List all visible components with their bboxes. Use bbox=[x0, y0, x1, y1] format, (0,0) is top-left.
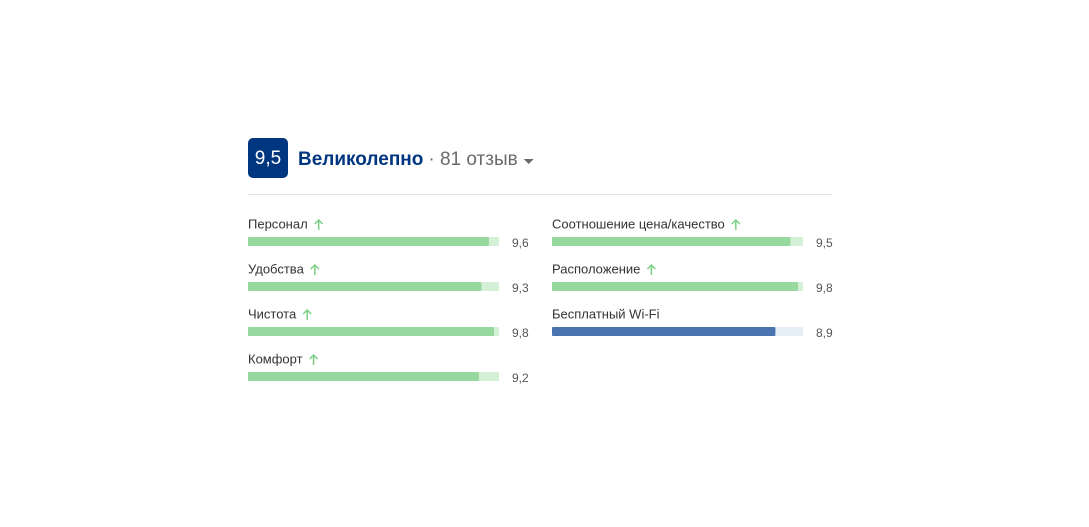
score-value: 8,9 bbox=[816, 326, 833, 340]
dropdown-caret[interactable] bbox=[523, 159, 534, 164]
score-bar bbox=[552, 237, 791, 246]
score-bar bbox=[248, 327, 494, 336]
score-bar bbox=[248, 237, 489, 246]
trend-arrow bbox=[314, 218, 324, 230]
score-bar bbox=[248, 282, 482, 291]
category-label: Соотношение цена/качество bbox=[552, 216, 725, 231]
category-label: Расположение bbox=[552, 261, 640, 276]
rating[interactable]: Великолепно bbox=[298, 149, 423, 170]
score-bar bbox=[552, 327, 776, 336]
score-badge bbox=[248, 138, 288, 178]
category-label: Бесплатный Wi-Fi bbox=[552, 306, 660, 321]
category-label: Комфорт bbox=[248, 351, 303, 366]
category-label: Персонал bbox=[248, 216, 308, 231]
score-value: 9,6 bbox=[512, 236, 529, 250]
trend-arrow bbox=[302, 308, 312, 320]
score-value: 9,8 bbox=[816, 281, 833, 295]
trend-arrow bbox=[310, 263, 320, 275]
score-value: 9,5 bbox=[816, 236, 833, 250]
review-count[interactable]: · 81 отзыв bbox=[428, 149, 517, 170]
score: 9,5 bbox=[255, 148, 281, 169]
trend-arrow bbox=[646, 263, 656, 275]
score-bar bbox=[552, 282, 798, 291]
trend-arrow bbox=[309, 353, 319, 365]
category-label: Удобства bbox=[248, 261, 305, 276]
score-value: 9,2 bbox=[512, 371, 529, 385]
score-value: 9,3 bbox=[512, 281, 529, 295]
score-bar bbox=[248, 372, 479, 381]
category-label: Чистота bbox=[248, 306, 297, 321]
score-value: 9,8 bbox=[512, 326, 529, 340]
trend-arrow bbox=[731, 218, 741, 230]
